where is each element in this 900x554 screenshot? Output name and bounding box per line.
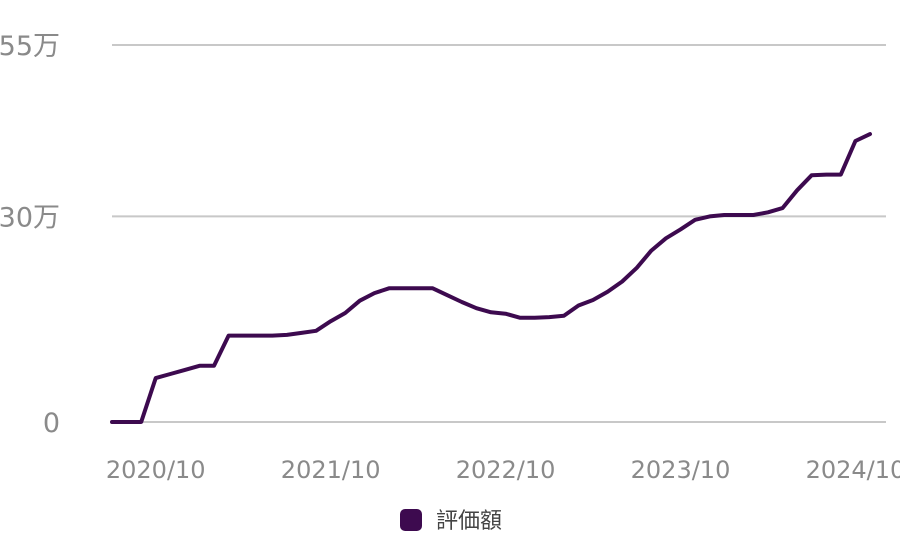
gridlines — [112, 44, 886, 423]
legend[interactable]: 評価額 — [400, 509, 502, 534]
series-layer — [110, 132, 872, 424]
x-axis-ticks: 2020/10 2021/10 2022/10 2023/10 2024/10 — [106, 456, 900, 484]
x-tick-label: 2022/10 — [456, 456, 556, 484]
y-axis-ticks: 0 30万 55万 — [0, 31, 60, 439]
x-tick-label: 2020/10 — [106, 456, 206, 484]
x-tick-label: 2024/10 — [806, 456, 900, 484]
x-tick-label: 2023/10 — [631, 456, 731, 484]
y-tick-label: 55万 — [0, 31, 60, 62]
legend-swatch — [400, 509, 422, 531]
x-tick-label: 2021/10 — [281, 456, 381, 484]
series-line-0 — [110, 132, 872, 424]
legend-label: 評価額 — [436, 509, 502, 534]
y-tick-label: 0 — [43, 408, 60, 439]
y-tick-label: 30万 — [0, 202, 60, 233]
